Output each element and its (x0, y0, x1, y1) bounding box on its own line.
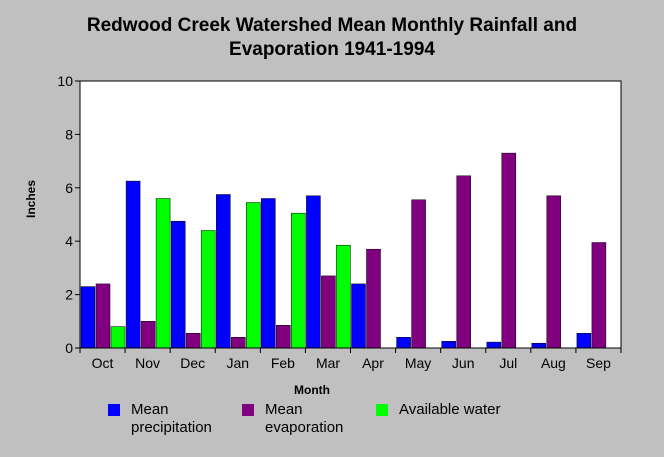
x-tick-label-sep: Sep (586, 355, 611, 371)
bar-mean-precipitation-feb (261, 198, 276, 349)
bar-mean-evaporation-apr (366, 248, 381, 349)
y-tick-label-4: 4 (65, 233, 73, 249)
bar-mean-precipitation-sep (576, 333, 592, 349)
x-tick-label-may: May (405, 355, 431, 371)
y-tick-label-0: 0 (65, 340, 73, 356)
bar-mean-evaporation-feb (276, 325, 291, 349)
bar-mean-evaporation-may (411, 199, 426, 349)
bar-mean-precipitation-apr (351, 283, 366, 349)
bar-mean-evaporation-dec (185, 333, 201, 349)
axes-group: 0 2 4 6 8 10 Oct Nov Dec Jan Feb Mar Apr May Jun Jul Aug… (57, 73, 622, 371)
legend-swatch-evaporation (242, 404, 254, 416)
bar-available-water-dec (200, 230, 216, 349)
legend-label-precipitation-line-1: Mean (131, 401, 169, 418)
x-tick-label-jul: Jul (499, 355, 517, 371)
legend-swatch-available-water (376, 404, 388, 416)
chart-title: Redwood Creek Watershed Mean Monthly Rai… (0, 14, 664, 62)
legend-label-evaporation: Mean evaporation (265, 401, 343, 437)
bar-mean-precipitation-jun (441, 341, 456, 349)
bar-mean-precipitation-jan (216, 194, 231, 349)
bar-available-water-feb (291, 212, 306, 349)
x-tick-label-mar: Mar (316, 355, 340, 371)
x-tick-label-oct: Oct (92, 355, 114, 371)
legend-label-evaporation-line-1: Mean (265, 401, 303, 418)
bar-mean-precipitation-nov (125, 180, 141, 349)
legend-label-evaporation-line-2: evaporation (265, 419, 344, 436)
x-tick-label-nov: Nov (135, 355, 160, 371)
bar-mean-precipitation-jul (486, 341, 502, 349)
x-tick-label-jan: Jan (227, 355, 250, 371)
bars-group (80, 152, 607, 349)
bar-available-water-oct (110, 326, 126, 349)
legend-swatch-precipitation (108, 404, 120, 416)
x-tick-label-apr: Apr (362, 355, 384, 371)
bar-mean-precipitation-mar (306, 195, 321, 349)
x-tick-label-aug: Aug (541, 355, 566, 371)
bar-mean-evaporation-jul (501, 152, 517, 349)
bar-mean-evaporation-jun (456, 175, 471, 349)
bar-mean-precipitation-aug (531, 342, 547, 349)
bar-available-water-jan (246, 202, 261, 349)
bar-mean-evaporation-jan (231, 337, 246, 349)
x-tick-label-dec: Dec (180, 355, 205, 371)
legend-label-precipitation: Mean precipitation (131, 401, 212, 437)
chart-title-line-1: Redwood Creek Watershed Mean Monthly Rai… (86, 15, 578, 36)
x-axis-title: Month (294, 383, 330, 397)
legend-label-precipitation-line-2: precipitation (131, 419, 212, 436)
bar-mean-precipitation-oct (80, 286, 96, 349)
chart-title-line-2: Evaporation 1941-1994 (229, 39, 435, 60)
y-tick-label-8: 8 (65, 126, 73, 142)
bar-mean-evaporation-aug (546, 195, 562, 349)
bar-mean-evaporation-oct (95, 283, 111, 349)
x-tick-label-jun: Jun (452, 355, 475, 371)
bar-available-water-nov (155, 198, 171, 349)
bar-available-water-mar (336, 244, 351, 349)
bar-mean-precipitation-may (396, 337, 411, 349)
bar-mean-evaporation-sep (591, 242, 607, 349)
y-tick-label-2: 2 (65, 287, 73, 303)
bar-mean-evaporation-mar (321, 275, 336, 349)
legend-label-available-water-line-1: Available water (399, 401, 501, 418)
x-tick-label-feb: Feb (271, 355, 295, 371)
bar-mean-precipitation-dec (170, 220, 186, 349)
bar-mean-evaporation-nov (140, 321, 156, 349)
y-tick-label-6: 6 (65, 180, 73, 196)
legend-label-available-water: Available water (399, 401, 500, 419)
y-tick-label-10: 10 (57, 73, 73, 89)
